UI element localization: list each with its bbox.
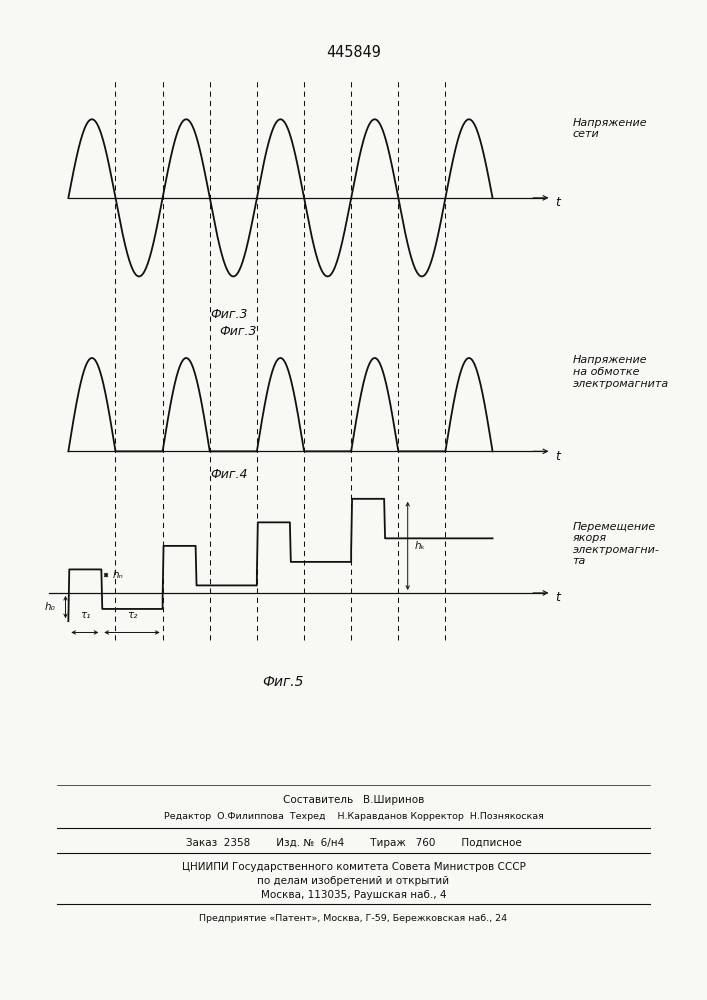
Text: Заказ  2358        Изд. №  6/н4        Тираж   760        Подписное: Заказ 2358 Изд. № 6/н4 Тираж 760 Подписн…	[186, 838, 521, 848]
Text: hₙ: hₙ	[113, 570, 124, 580]
Text: Фиг.3: Фиг.3	[219, 325, 257, 338]
Text: τ₂: τ₂	[127, 610, 137, 620]
Text: Фиг.5: Фиг.5	[262, 675, 303, 689]
Text: t: t	[555, 450, 560, 463]
Text: Фиг.4: Фиг.4	[210, 468, 247, 482]
Text: Фиг.3: Фиг.3	[210, 308, 247, 322]
Text: Составитель   В.Ширинов: Составитель В.Ширинов	[283, 795, 424, 805]
Text: Напряжение
сети: Напряжение сети	[573, 118, 648, 139]
Text: Перемещение
якоря
электромагни-
та: Перемещение якоря электромагни- та	[573, 522, 660, 566]
Text: h₀: h₀	[44, 602, 55, 612]
Text: Напряжение
на обмотке
электромагнита: Напряжение на обмотке электромагнита	[573, 355, 669, 389]
Text: t: t	[555, 196, 560, 209]
Text: 445849: 445849	[326, 45, 381, 60]
Text: hₖ: hₖ	[415, 541, 426, 551]
Text: Редактор  О.Филиппова  Техред    Н.Каравданов Корректор  Н.Познякоская: Редактор О.Филиппова Техред Н.Каравданов…	[163, 812, 544, 821]
Text: τ₁: τ₁	[80, 610, 90, 620]
Text: t: t	[555, 591, 560, 604]
Text: Москва, 113035, Раушская наб., 4: Москва, 113035, Раушская наб., 4	[261, 890, 446, 900]
Text: по делам изобретений и открытий: по делам изобретений и открытий	[257, 876, 450, 886]
Text: Предприятие «Патент», Москва, Г-59, Бережковская наб., 24: Предприятие «Патент», Москва, Г-59, Бере…	[199, 914, 508, 923]
Text: ЦНИИПИ Государственного комитета Совета Министров СССР: ЦНИИПИ Государственного комитета Совета …	[182, 862, 525, 872]
